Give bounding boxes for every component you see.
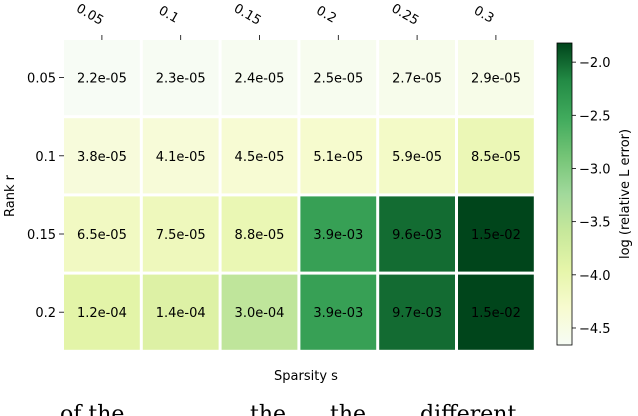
colorbar-tick-label: −4.0: [579, 269, 611, 284]
heatmap-cell: [64, 118, 140, 194]
heatmap-cell: [142, 274, 219, 350]
x-tick-label: 0.05: [73, 1, 106, 28]
y-tick-label: 0.2: [35, 306, 56, 321]
heatmap-cell: [379, 40, 455, 116]
heatmap-cell-label: 1.5e-02: [471, 228, 521, 243]
heatmap-cell-label: 8.8e-05: [235, 228, 285, 243]
heatmap-cell-label: 2.5e-05: [313, 72, 363, 87]
heatmap-cell: [458, 274, 534, 350]
heatmap-cell-label: 3.0e-04: [235, 306, 285, 321]
heatmap-cell: [221, 40, 298, 116]
heatmap-cell: [379, 274, 455, 350]
heatmap-cell: [142, 118, 219, 194]
heatmap-cell-label: 9.6e-03: [392, 228, 442, 243]
colorbar-tick-label: −3.0: [579, 162, 611, 177]
heatmap-cell: [64, 274, 140, 350]
heatmap-cell-label: 8.5e-05: [471, 150, 521, 165]
x-axis-label: Sparsity s: [274, 369, 338, 384]
y-tick-label: 0.1: [35, 150, 56, 165]
heatmap-cell-label: 2.9e-05: [471, 72, 521, 87]
heatmap-cell: [221, 118, 298, 194]
heatmap-cell-label: 7.5e-05: [156, 228, 206, 243]
caption-fragment: of the the the different: [60, 402, 517, 416]
heatmap-cell: [300, 40, 377, 116]
heatmap-cell: [221, 274, 298, 350]
y-tick-labels: 0.05 0.1 0.15 0.2: [27, 72, 64, 321]
x-tick-label: 0.1: [156, 3, 181, 26]
colorbar-tick-label: −2.0: [579, 56, 611, 71]
heatmap-cell-label: 4.5e-05: [235, 150, 285, 165]
x-tick-label: 0.25: [389, 1, 422, 28]
heatmap-cell-label: 1.5e-02: [471, 306, 521, 321]
heatmap-cells: [64, 40, 534, 350]
x-tick-labels: 0.05 0.1 0.15 0.2 0.25 0.3: [73, 1, 496, 40]
heatmap-cell-label: 2.4e-05: [235, 72, 285, 87]
x-tick-label: 0.3: [471, 3, 496, 26]
heatmap-cell: [379, 196, 455, 272]
heatmap-cell: [458, 118, 534, 194]
heatmap-cell: [221, 196, 298, 272]
colorbar-tick-label: −4.5: [579, 322, 611, 337]
colorbar-label: log (relative L error): [618, 129, 633, 259]
heatmap-cell: [64, 196, 140, 272]
heatmap-cell: [300, 274, 377, 350]
heatmap-cell: [458, 40, 534, 116]
heatmap-cell-label: 2.7e-05: [392, 72, 442, 87]
heatmap-cell: [64, 40, 140, 116]
heatmap-cell: [379, 118, 455, 194]
heatmap-cell: [300, 118, 377, 194]
heatmap-cell: [142, 196, 219, 272]
heatmap-cell-labels: 2.2e-05 2.3e-05 2.4e-05 2.5e-05 2.7e-05 2.9e-…: [77, 72, 521, 322]
heatmap-cell-label: 4.1e-05: [156, 150, 206, 165]
x-tick-label: 0.2: [313, 3, 338, 26]
heatmap-cell: [458, 196, 534, 272]
heatmap-cell-label: 1.2e-04: [77, 306, 127, 321]
heatmap-cell-label: 3.9e-03: [313, 306, 363, 321]
heatmap-cell-label: 9.7e-03: [392, 306, 442, 321]
x-tick-label: 0.15: [231, 1, 264, 28]
y-tick-label: 0.15: [27, 228, 56, 243]
heatmap-cell: [142, 40, 219, 116]
y-axis-label: Rank r: [3, 174, 18, 217]
heatmap-cell: [300, 196, 377, 272]
colorbar-tick-label: −2.5: [579, 109, 611, 124]
heatmap-cell-label: 3.8e-05: [77, 150, 127, 165]
heatmap-cell-label: 6.5e-05: [77, 228, 127, 243]
colorbar-ticks: −2.0 −2.5 −3.0 −3.5 −4.0 −4.5: [572, 56, 611, 337]
heatmap-cell-label: 3.9e-03: [313, 228, 363, 243]
y-tick-label: 0.05: [27, 72, 56, 87]
heatmap-cell-label: 2.3e-05: [156, 72, 206, 87]
heatmap-cell-label: 2.2e-05: [77, 72, 127, 87]
colorbar-tick-label: −3.5: [579, 216, 611, 231]
colorbar: [556, 42, 573, 346]
heatmap-cell-label: 1.4e-04: [156, 306, 206, 321]
heatmap-cell-label: 5.1e-05: [313, 150, 363, 165]
heatmap-cell-label: 5.9e-05: [392, 150, 442, 165]
